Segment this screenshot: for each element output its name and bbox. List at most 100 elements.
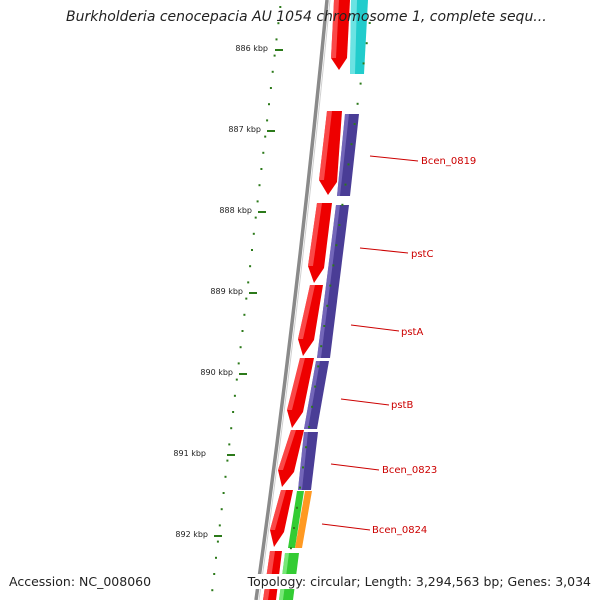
- minor-tick: [237, 362, 240, 365]
- cds-forward-2[interactable]: [308, 203, 332, 283]
- tick-887: 887 kbp: [228, 125, 275, 134]
- gene-label-text: Bcen_0823: [382, 465, 437, 476]
- cds-forward-1[interactable]: [319, 111, 342, 195]
- gene-label-bcen-0819[interactable]: Bcen_0819: [369, 155, 476, 167]
- minor-tick: [222, 492, 225, 494]
- minor-tick: [341, 203, 344, 206]
- gene-label-text: Bcen_0824: [372, 525, 427, 536]
- minor-tick: [347, 163, 350, 166]
- minor-tick: [332, 264, 335, 267]
- minor-tick: [258, 184, 261, 187]
- minor-tick: [299, 486, 301, 489]
- gene-label-pstb[interactable]: pstB: [340, 398, 413, 411]
- minor-tick: [249, 265, 252, 268]
- orange-feature[interactable]: [295, 491, 312, 548]
- minor-tick: [216, 540, 219, 543]
- tick-label: 892 kbp: [175, 530, 208, 539]
- minor-tick: [252, 232, 255, 235]
- sequence-summary: Topology: circular; Length: 3,294,563 bp…: [245, 574, 591, 589]
- minor-tick: [269, 87, 272, 89]
- minor-tick: [211, 589, 214, 592]
- cds-forward-3[interactable]: [298, 285, 323, 356]
- minor-tick: [220, 508, 223, 511]
- cds-forward-5[interactable]: [278, 430, 304, 487]
- gene-label-text: Bcen_0819: [421, 156, 476, 167]
- minor-tick: [215, 556, 217, 559]
- gene-labels: Bcen_0819 pstC pstA pstB Bcen_0823 Bcen_…: [321, 155, 476, 536]
- minor-tick: [232, 411, 235, 413]
- gene-label-bcen-0824[interactable]: Bcen_0824: [321, 523, 427, 536]
- minor-tick: [368, 22, 371, 24]
- tick-888: 888 kbp: [219, 206, 266, 215]
- minor-tick: [350, 143, 353, 146]
- cds-reverse-2[interactable]: [304, 361, 329, 429]
- minor-tick: [243, 313, 246, 316]
- gene-label-text: pstB: [391, 400, 413, 411]
- minor-tick: [365, 42, 368, 45]
- minor-tick: [241, 330, 244, 332]
- minor-tick: [289, 547, 292, 550]
- minor-tick: [239, 346, 242, 349]
- minor-tick: [293, 527, 295, 529]
- minor-tick: [271, 70, 274, 73]
- tick-891: 891 kbp: [173, 449, 235, 458]
- minor-tick: [247, 281, 250, 284]
- tick-label: 886 kbp: [235, 44, 268, 53]
- sequence-backbone: [254, 0, 329, 600]
- minor-tick: [226, 459, 229, 462]
- gene-label-psta[interactable]: pstA: [350, 324, 423, 338]
- minor-tick: [320, 345, 323, 348]
- minor-tick: [279, 6, 282, 8]
- minor-tick: [266, 119, 269, 122]
- minor-tick: [302, 466, 304, 469]
- minor-tick: [262, 151, 265, 154]
- minor-tick: [264, 135, 267, 138]
- tick-label: 891 kbp: [173, 449, 206, 458]
- cds-forward-6[interactable]: [270, 490, 293, 547]
- tick-886: 886 kbp: [235, 44, 283, 53]
- minor-tick: [224, 475, 227, 478]
- cds-forward-4[interactable]: [287, 358, 314, 428]
- minor-tick: [213, 573, 216, 575]
- minor-tick: [344, 183, 347, 186]
- minor-tick: [308, 426, 311, 428]
- minor-tick: [277, 22, 280, 25]
- cds-reverse-1[interactable]: [317, 205, 349, 358]
- minor-tick: [251, 249, 253, 251]
- minor-tick: [228, 443, 231, 446]
- gene-label-text: pstC: [411, 249, 433, 260]
- minor-tick: [305, 446, 308, 449]
- minor-tick: [230, 427, 233, 430]
- minor-tick: [275, 38, 278, 41]
- minor-tick: [245, 297, 248, 300]
- tick-label: 888 kbp: [219, 206, 252, 215]
- minor-ticks: [211, 6, 371, 592]
- map-title: Burkholderia cenocepacia AU 1054 chromos…: [66, 9, 547, 25]
- tick-label: 889 kbp: [210, 287, 243, 296]
- gene-label-text: pstA: [401, 327, 423, 338]
- gene-label-pstc[interactable]: pstC: [359, 247, 433, 260]
- cds-forward-0[interactable]: [331, 0, 350, 70]
- minor-tick: [314, 385, 317, 388]
- tick-889: 889 kbp: [210, 287, 257, 296]
- minor-tick: [260, 168, 263, 170]
- sequence-backbone-shadow: [258, 0, 331, 600]
- tick-label: 890 kbp: [200, 368, 233, 377]
- tick-892: 892 kbp: [175, 530, 222, 539]
- cds-reverse-0[interactable]: [337, 114, 359, 196]
- minor-tick: [359, 82, 362, 85]
- minor-tick: [218, 524, 221, 527]
- gene-label-bcen-0823[interactable]: Bcen_0823: [330, 463, 437, 476]
- minor-tick: [317, 365, 320, 368]
- green-feature-0[interactable]: [288, 491, 304, 548]
- tick-label: 887 kbp: [228, 125, 261, 134]
- cyan-feature[interactable]: [350, 0, 368, 74]
- minor-tick: [254, 216, 257, 219]
- minor-tick: [296, 506, 298, 509]
- minor-tick: [329, 284, 332, 287]
- tick-890: 890 kbp: [200, 368, 247, 377]
- minor-tick: [273, 54, 276, 57]
- minor-tick: [268, 103, 270, 106]
- minor-tick: [323, 325, 326, 327]
